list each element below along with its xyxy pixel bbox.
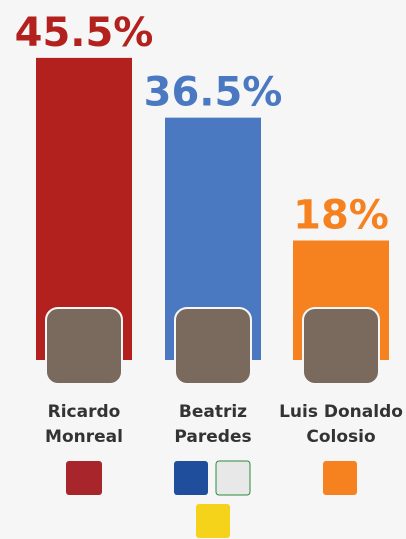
- candidate-photo: [175, 308, 251, 384]
- party-logo: [174, 461, 208, 495]
- page: 45.5% 36.5% 18% Ricardo MonrealBeatriz Par…: [0, 0, 406, 539]
- category-label: Ricardo Monreal: [19, 400, 149, 450]
- category-label: Beatriz Paredes: [148, 400, 278, 450]
- category-label: Luis Donaldo Colosio: [276, 400, 406, 450]
- party-logo: [216, 461, 250, 495]
- chart: 45.5% 36.5% 18%: [0, 0, 406, 539]
- party-logo: [323, 461, 357, 495]
- value-label: 36.5%: [144, 70, 283, 116]
- candidate-photo: [303, 308, 379, 384]
- party-logo: [196, 504, 230, 538]
- value-label: 45.5%: [15, 10, 154, 56]
- candidate-photo: [46, 308, 122, 384]
- party-logo: [66, 461, 102, 495]
- value-label: 18%: [293, 192, 389, 238]
